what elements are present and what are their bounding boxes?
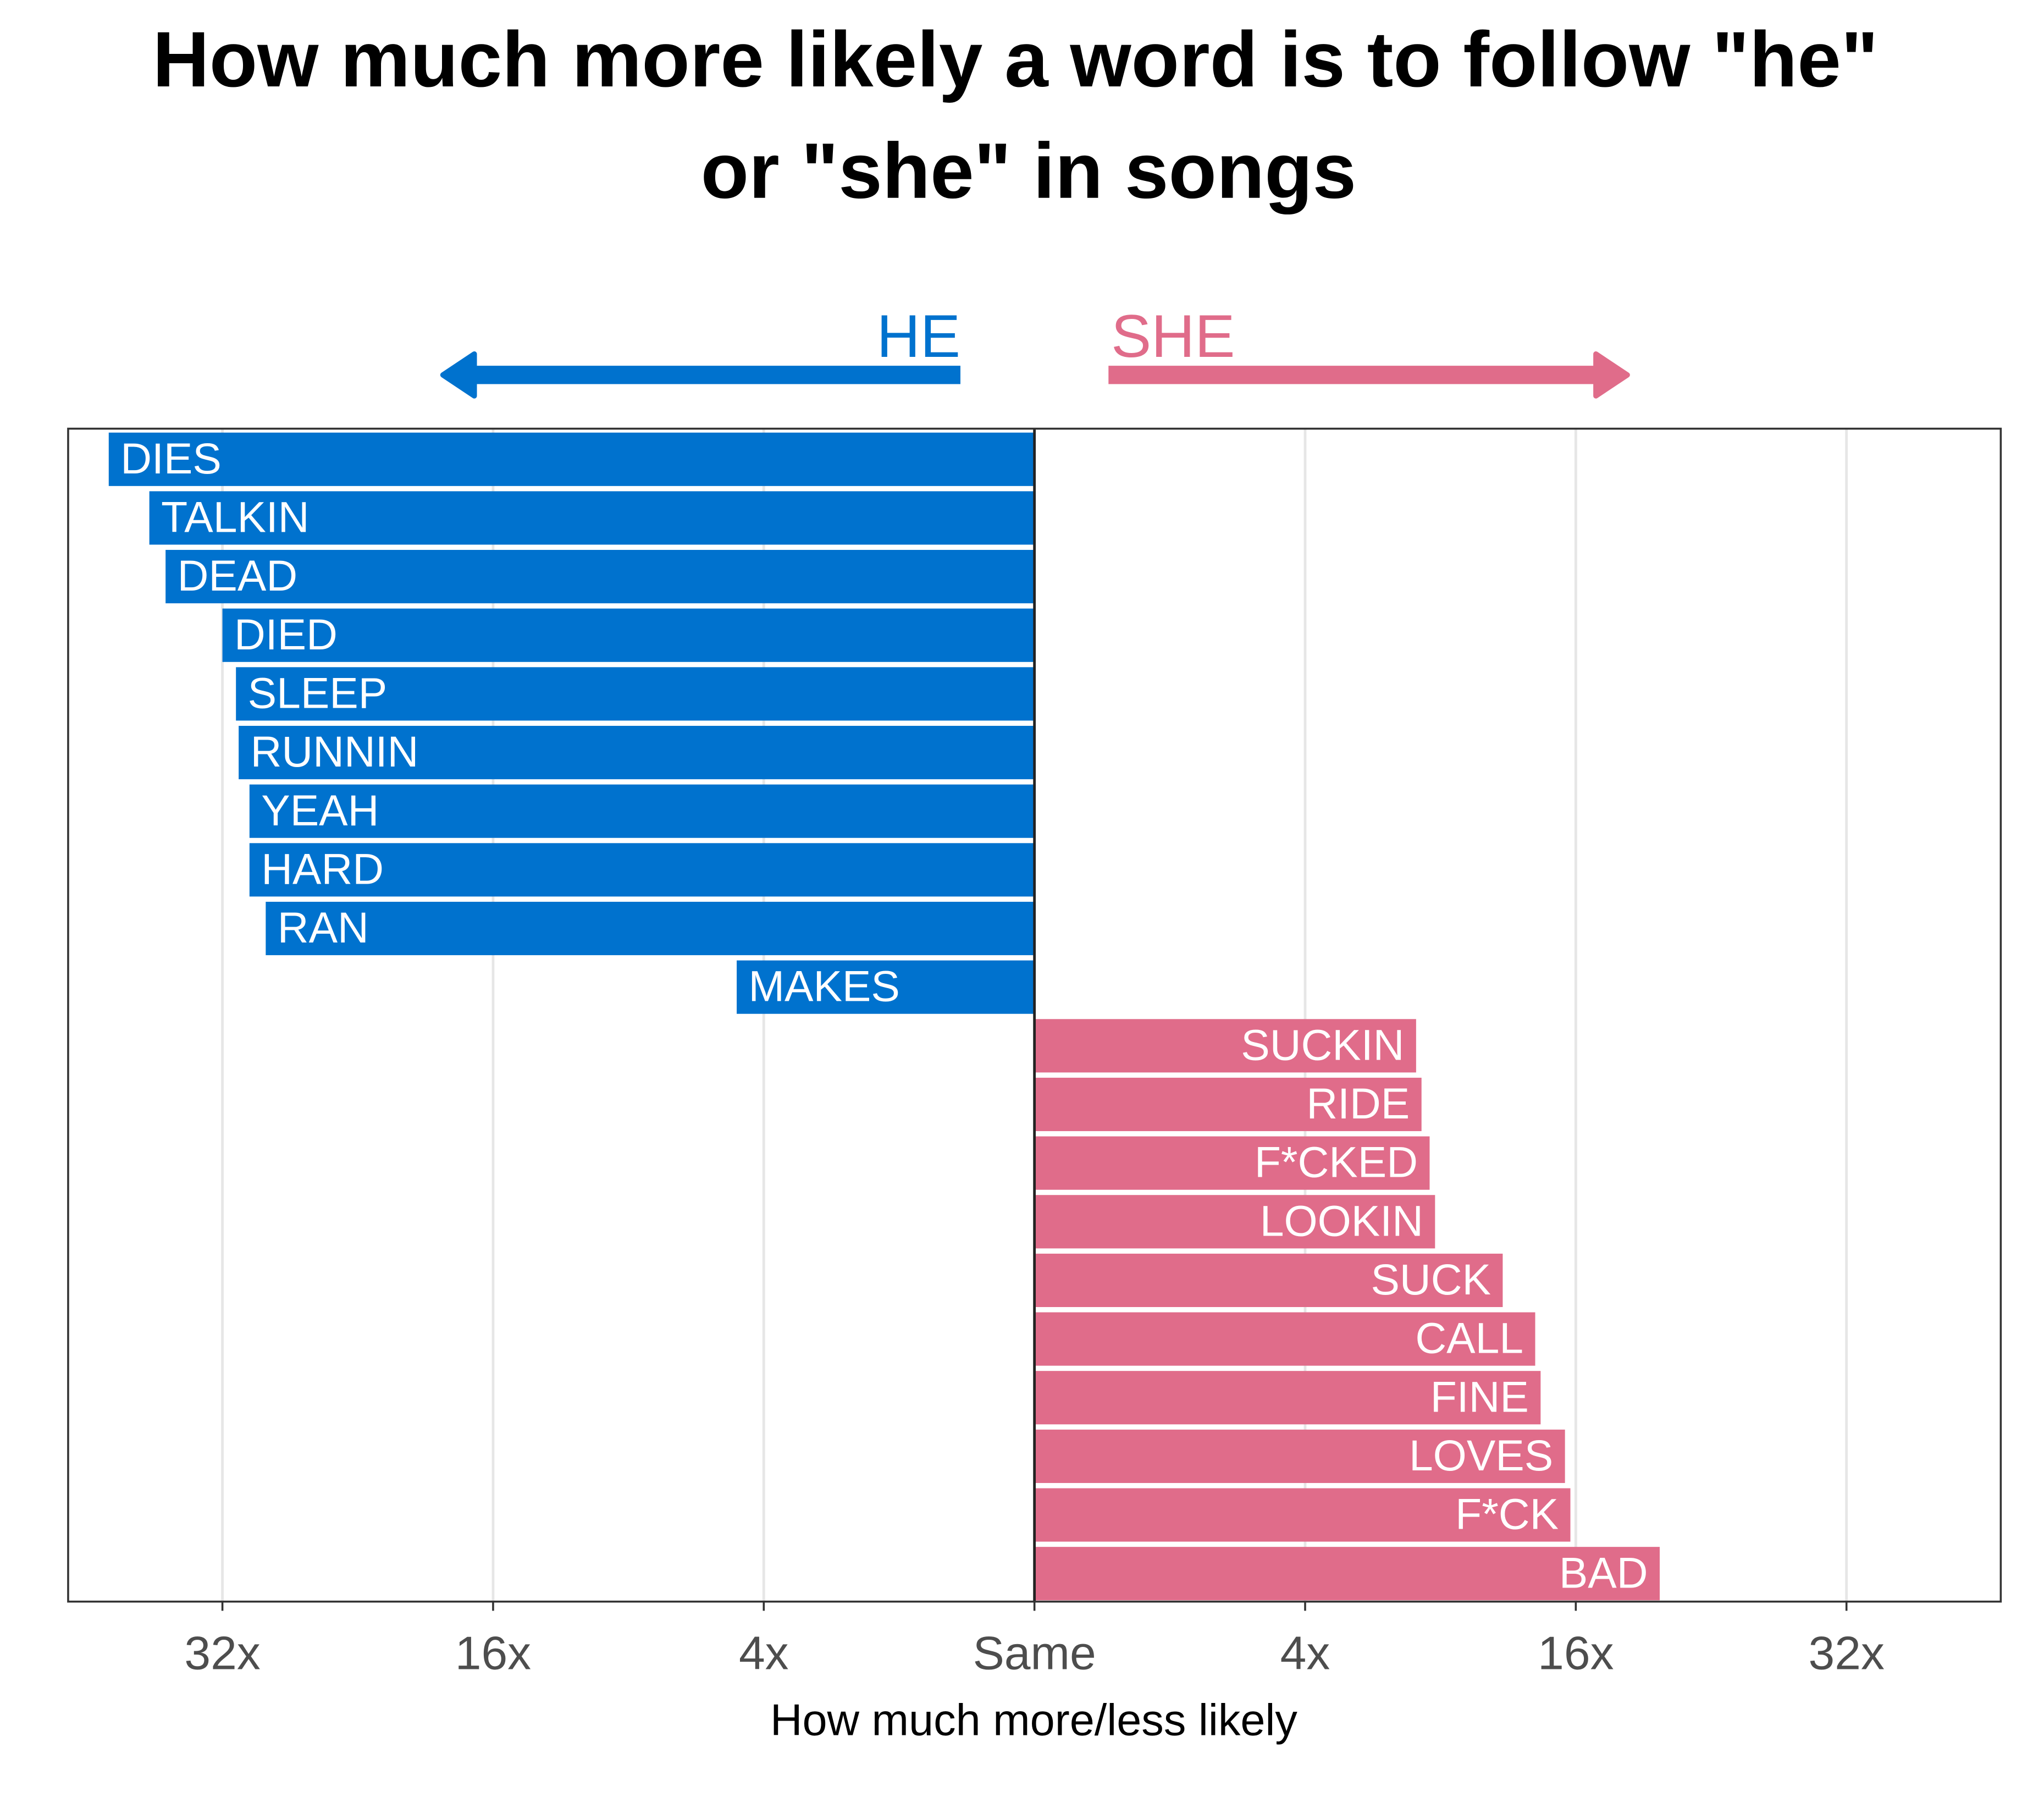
bar (1034, 1312, 1535, 1366)
bar-label: FINE (1430, 1372, 1529, 1421)
bar-label: DIED (234, 610, 338, 659)
x-tick-label: 4x (1280, 1627, 1330, 1679)
bar (239, 725, 1035, 780)
x-tick-label: 16x (455, 1627, 531, 1679)
bar (249, 784, 1035, 838)
bar-label: RAN (278, 903, 369, 952)
bar (222, 608, 1035, 662)
arrow-head (440, 351, 477, 399)
x-axis-title: How much more/less likely (770, 1696, 1297, 1745)
x-tick-label: 16x (1538, 1627, 1614, 1679)
arrow-head (1593, 351, 1630, 399)
bar (1034, 1371, 1541, 1425)
bar-label: SUCK (1371, 1255, 1491, 1304)
x-tick-label: 32x (184, 1627, 260, 1679)
bar-label: YEAH (261, 786, 379, 835)
bar-label: CALL (1415, 1314, 1523, 1363)
legend-label: SHE (1111, 303, 1235, 370)
panel-border (67, 427, 2002, 1603)
bar-label: HARD (261, 845, 384, 893)
bar (165, 550, 1035, 604)
bar (1034, 1488, 1571, 1542)
bar-label: BAD (1559, 1548, 1648, 1597)
bar-label: F*CK (1455, 1490, 1559, 1539)
bar-label: TALKIN (161, 493, 309, 541)
bar (108, 432, 1035, 486)
chart-title: How much more likely a word is to follow… (153, 16, 1879, 103)
bar-label: F*CKED (1255, 1138, 1418, 1187)
bar (236, 667, 1035, 721)
bar (266, 901, 1035, 956)
bar (1034, 1195, 1435, 1249)
bar (1034, 1429, 1565, 1483)
bar (249, 843, 1035, 897)
bar-label: SLEEP (248, 669, 388, 717)
bar (1034, 1136, 1430, 1190)
bar-label: LOVES (1409, 1431, 1553, 1480)
bar-label: MAKES (749, 962, 900, 1011)
bar (1034, 1547, 1660, 1601)
bar (1034, 1077, 1422, 1132)
bar-label: LOOKIN (1260, 1197, 1423, 1245)
x-tick-label: 32x (1809, 1627, 1885, 1679)
bar (1034, 1019, 1416, 1073)
legend-label: HE (877, 303, 960, 370)
bar-label: DEAD (178, 552, 298, 600)
x-tick-label: Same (973, 1627, 1096, 1679)
bar-label: SUCKIN (1241, 1021, 1404, 1069)
chart-title: or "she" in songs (701, 128, 1356, 215)
bar (1034, 1253, 1503, 1308)
bar (149, 491, 1035, 545)
bar-label: DIES (120, 434, 222, 483)
bar (737, 960, 1035, 1014)
bar-label: RIDE (1306, 1079, 1410, 1128)
bar-label: RUNNIN (251, 727, 419, 776)
x-tick-label: 4x (739, 1627, 789, 1679)
